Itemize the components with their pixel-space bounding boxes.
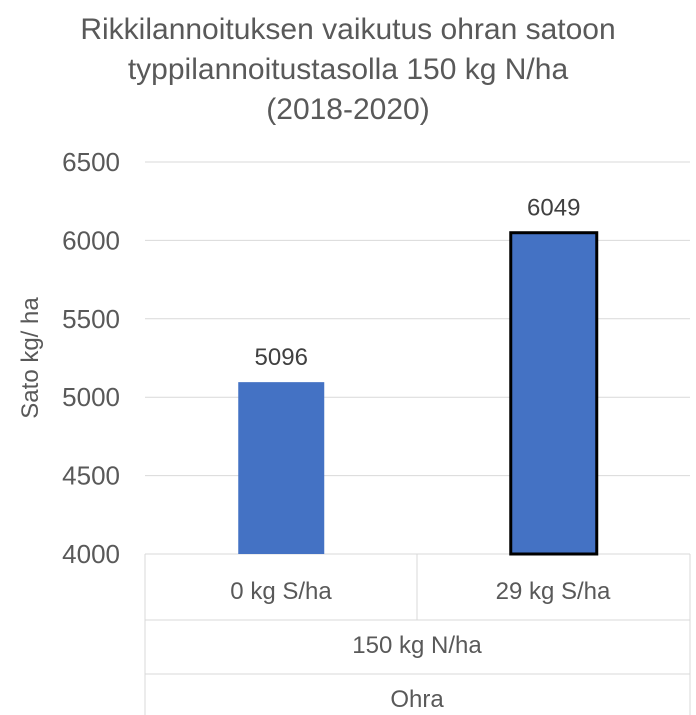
y-tick-label: 5000 xyxy=(62,382,120,412)
chart-title-line-1: Rikkilannoituksen vaikutus ohran satoon xyxy=(80,13,616,46)
y-tick-label: 6500 xyxy=(62,147,120,177)
bar-0 xyxy=(238,382,325,554)
chart-title: Rikkilannoituksen vaikutus ohran satoon … xyxy=(0,10,696,130)
y-tick-label: 6000 xyxy=(62,225,120,255)
bar-1 xyxy=(509,231,599,556)
gridlines xyxy=(145,161,690,555)
outer-group-label: Ohra xyxy=(390,686,444,713)
category-label-0: 0 kg S/ha xyxy=(230,578,332,605)
bars xyxy=(238,231,599,556)
data-label-0: 5096 xyxy=(255,344,308,371)
category-axis-table xyxy=(144,553,691,715)
category-label-1: 29 kg S/ha xyxy=(496,578,611,605)
data-label-1: 6049 xyxy=(527,195,580,222)
y-tick-label: 5500 xyxy=(62,304,120,334)
data-labels: 5096 6049 xyxy=(255,195,581,371)
y-axis-label: Sato kg/ ha xyxy=(17,297,44,419)
y-axis-ticks: 4000 4500 5000 5500 6000 6500 xyxy=(62,147,120,569)
chart-title-line-2: typpilannoitustasolla 150 kg N/ha xyxy=(127,53,569,86)
chart-title-line-3: (2018-2020) xyxy=(266,93,430,126)
y-tick-label: 4000 xyxy=(62,539,120,569)
group-label: 150 kg N/ha xyxy=(352,632,482,659)
y-tick-label: 4500 xyxy=(62,461,120,491)
